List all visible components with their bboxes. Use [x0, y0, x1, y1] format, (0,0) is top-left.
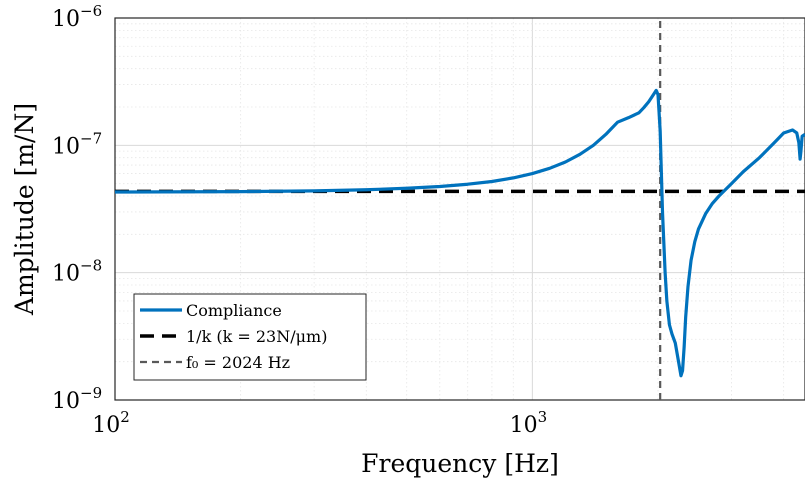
- x-tick-label: 102: [92, 408, 130, 438]
- legend-label-stiffness: 1/k (k = 23N/μm): [186, 327, 327, 346]
- series-compliance-line: [114, 88, 805, 378]
- legend: Compliance 1/k (k = 23N/μm) f₀ = 2024 Hz: [133, 293, 367, 381]
- legend-label-resonance: f₀ = 2024 Hz: [186, 353, 290, 372]
- y-tick-label: 10−8: [52, 257, 102, 287]
- series-layer: [114, 18, 805, 400]
- tick-labels: 102 103 10−9 10−8 10−7 10−6: [52, 2, 547, 438]
- y-axis-label: Amplitude [m/N]: [10, 103, 39, 316]
- axes-box: [114, 17, 805, 401]
- y-tick-label: 10−7: [52, 129, 102, 159]
- x-axis-label: Frequency [Hz]: [361, 449, 559, 478]
- plot-area: [114, 17, 805, 401]
- y-tick-label: 10−6: [52, 2, 102, 32]
- x-tick-label: 103: [510, 408, 548, 438]
- y-tick-label: 10−9: [52, 384, 102, 414]
- legend-label-compliance: Compliance: [186, 301, 282, 320]
